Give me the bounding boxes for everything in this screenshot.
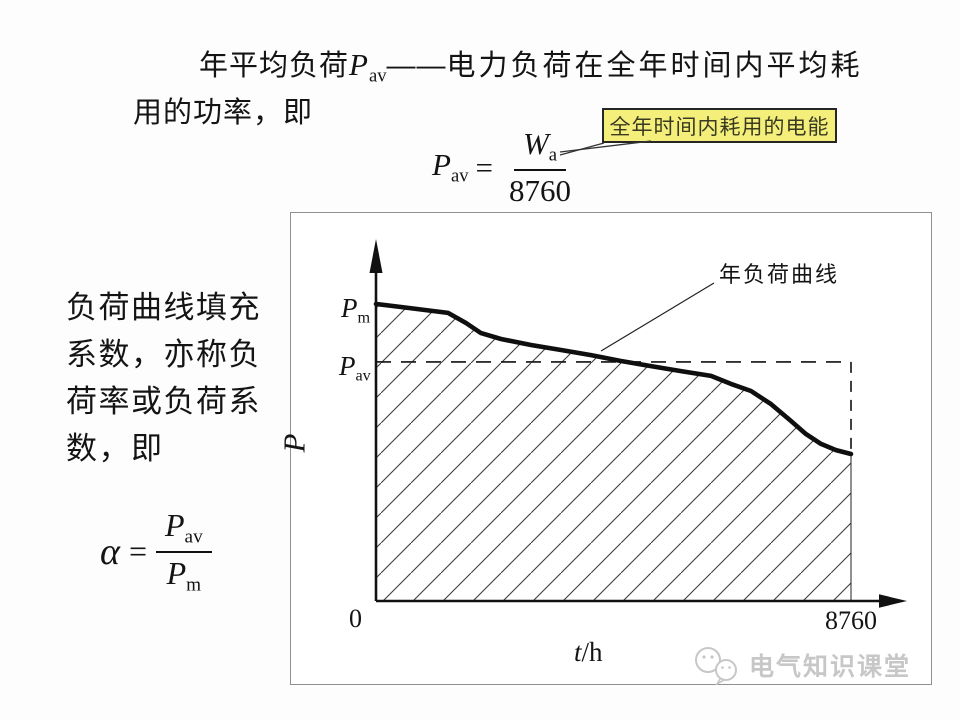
intro-line-2: 用的功率，即 (133, 97, 314, 129)
curve-label-pointer-line (600, 282, 715, 352)
left-text-line: 数，即 (66, 431, 164, 466)
hatch-area (376, 304, 851, 601)
fraction-denominator: 8760 (508, 172, 571, 208)
left-text-block: 负荷曲线填充 系数，亦称负 荷率或负荷系 数，即 (66, 284, 261, 472)
watermark-text: 电气知识课堂 (749, 653, 912, 681)
equals-sign: = (128, 533, 147, 570)
y-axis-arrow (369, 239, 383, 273)
fraction-numerator: Wa (513, 126, 567, 171)
long-dash: —— (386, 50, 447, 82)
origin-tick-label: 0 (349, 604, 362, 633)
xmax-tick-label: 8760 (825, 606, 877, 635)
x-axis-arrow (879, 594, 907, 608)
callout-box: 全年时间内耗用的电能 (602, 108, 837, 143)
intro-post-text: 电力负荷在全年时间内平均耗 (446, 50, 863, 82)
equals-sign: = (475, 149, 493, 185)
left-text-line: 系数，亦称负 (66, 337, 261, 372)
formula-pav-lhs: Pav (432, 147, 469, 187)
intro-pre-text: 年平均负荷 (199, 50, 350, 82)
watermark: 电气知识课堂 (692, 645, 911, 685)
formula-pav: Pav = Wa 8760 (432, 126, 580, 208)
pav-inline-symbol: Pav (349, 47, 387, 87)
alpha-symbol: α (100, 530, 120, 573)
load-curve (373, 301, 854, 457)
load-curve-chart: 年负荷曲线 Pm Pav P 0 8760 t/h (276, 212, 932, 685)
fraction-numerator: Pav (156, 507, 212, 553)
wechat-bubbles-icon (695, 647, 737, 685)
formula-alpha: α = Pav Pm (100, 507, 212, 596)
chart-canvas (369, 239, 907, 608)
x-axis-title: t/h (574, 637, 603, 667)
y-axis-title: P (276, 433, 312, 453)
curve-annotation-label: 年负荷曲线 (719, 262, 840, 287)
left-text-line: 荷率或负荷系 (66, 384, 261, 419)
pav-axis-label: Pav (339, 351, 371, 385)
fraction: Pav Pm (156, 507, 212, 596)
left-text-line: 负荷曲线填充 (66, 290, 261, 325)
pm-axis-label: Pm (341, 293, 371, 327)
fraction: Wa 8760 (500, 126, 580, 208)
fraction-denominator: Pm (166, 554, 202, 596)
intro-line-1: 年平均负荷Pav——电力负荷在全年时间内平均耗 (199, 42, 863, 88)
